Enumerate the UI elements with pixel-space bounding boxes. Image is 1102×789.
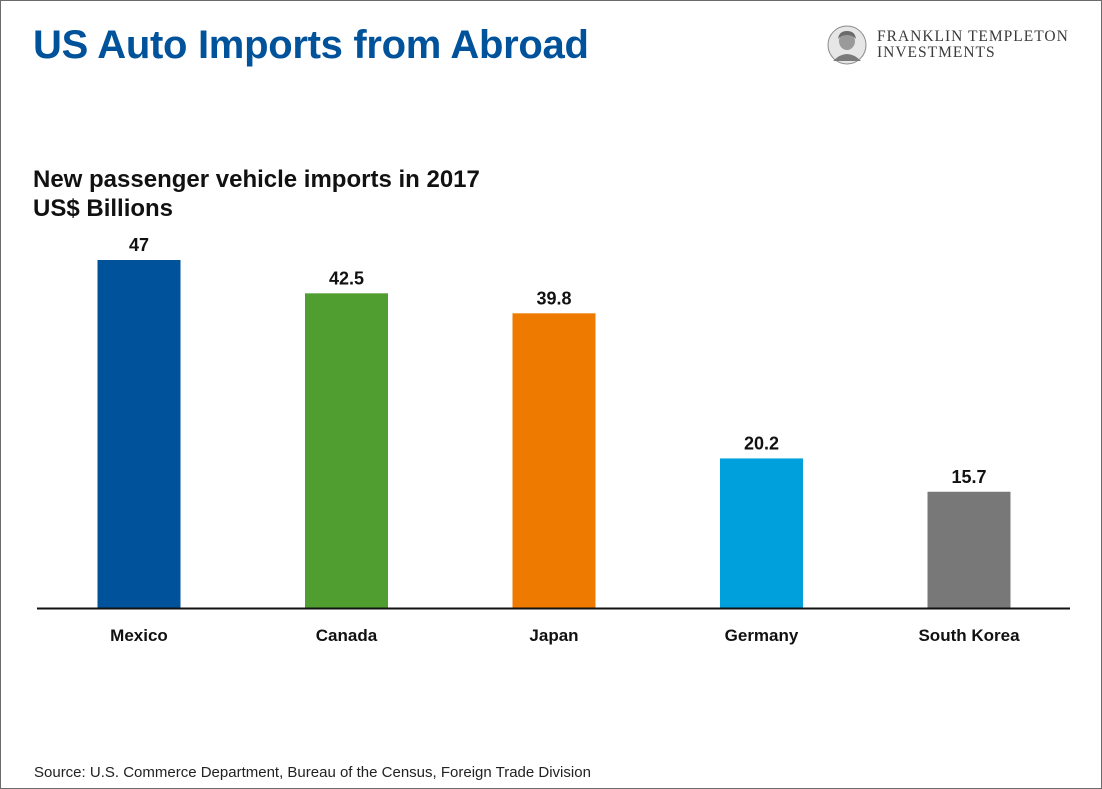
bar-canada (305, 293, 388, 608)
value-label-mexico: 47 (129, 235, 149, 255)
franklin-portrait-icon (827, 25, 867, 65)
bar-mexico (97, 260, 181, 608)
bar-south-korea (927, 491, 1011, 608)
page-title: US Auto Imports from Abroad (33, 23, 589, 67)
category-label-germany: Germany (725, 626, 799, 645)
chart-subtitle: New passenger vehicle imports in 2017 US… (33, 165, 480, 223)
category-label-mexico: Mexico (110, 626, 168, 645)
value-label-canada: 42.5 (329, 268, 364, 288)
category-label-south-korea: South Korea (918, 626, 1020, 645)
bar-germany (720, 458, 803, 608)
category-label-canada: Canada (316, 626, 378, 645)
bar-japan (512, 313, 596, 608)
bars-group: 47 42.5 39.8 20.2 15.7 (97, 235, 1011, 608)
category-labels-group: Mexico Canada Japan Germany South Korea (110, 626, 1020, 645)
source-note: Source: U.S. Commerce Department, Bureau… (34, 764, 591, 781)
logo-line-2: INVESTMENTS (877, 44, 996, 61)
chart-title: New passenger vehicle imports in 2017 (33, 166, 480, 193)
value-label-south-korea: 15.7 (951, 467, 986, 487)
logo-line-1: FRANKLIN TEMPLETON (877, 28, 1069, 45)
chart-units: US$ Billions (33, 195, 174, 222)
value-label-germany: 20.2 (744, 433, 779, 453)
logo-wordmark: FRANKLIN TEMPLETON INVESTMENTS (877, 29, 1069, 61)
category-label-japan: Japan (529, 626, 578, 645)
value-label-japan: 39.8 (536, 288, 571, 308)
company-logo: FRANKLIN TEMPLETON INVESTMENTS (827, 25, 1069, 65)
